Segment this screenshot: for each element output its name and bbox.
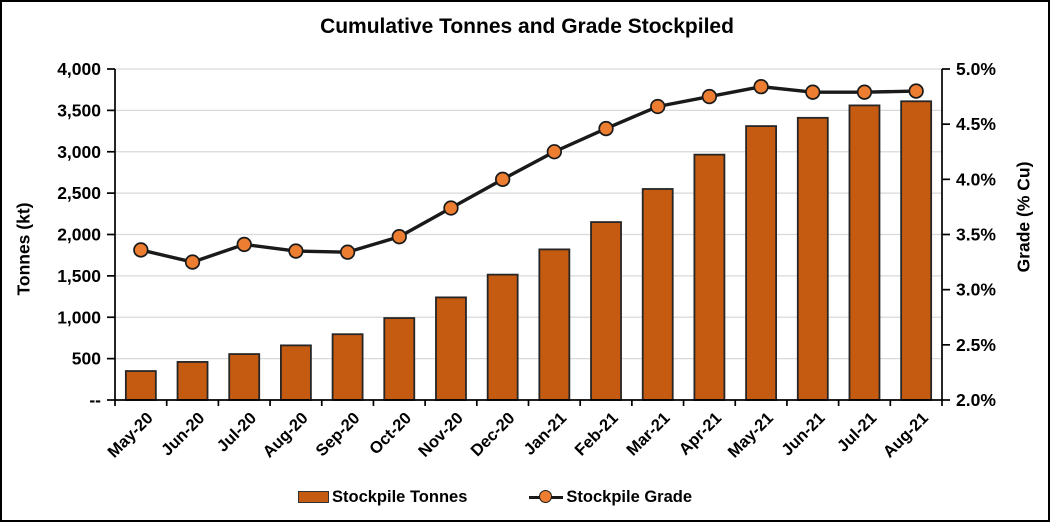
line-marker — [391, 229, 407, 245]
x-axis-category-label: Mar-21 — [623, 409, 673, 459]
x-axis-category-label: Dec-20 — [467, 409, 518, 460]
bar — [331, 333, 364, 401]
left-axis-tick-label: 2,000 — [57, 225, 101, 245]
line-marker — [805, 84, 821, 100]
bar — [900, 100, 933, 401]
left-axis-tick-label: 3,000 — [57, 142, 101, 162]
x-axis-category-label: Jan-21 — [520, 409, 570, 459]
legend: Stockpile Tonnes Stockpile Grade — [298, 485, 692, 509]
x-axis-category-label: Apr-21 — [676, 409, 726, 459]
line-marker — [598, 120, 614, 137]
line-marker — [288, 243, 304, 259]
x-axis-category-label: Jun-21 — [778, 409, 828, 459]
line-marker — [908, 83, 924, 99]
bar — [383, 317, 416, 401]
left-axis-tick-label: 500 — [72, 349, 101, 369]
grade-line — [140, 84, 917, 264]
line-marker — [443, 200, 459, 216]
line-marker — [339, 244, 356, 260]
bar-swatch-icon — [298, 491, 329, 503]
line-marker — [856, 84, 873, 100]
line-marker — [650, 98, 666, 115]
right-axis-tick-label: 2.5% — [956, 335, 996, 355]
x-axis-category-label: Oct-20 — [366, 409, 415, 458]
left-axis-tick-label: 1,000 — [57, 307, 101, 327]
bar — [848, 104, 881, 401]
line-marker — [184, 254, 201, 270]
bar — [486, 273, 519, 401]
right-axis-tick-label: 3.0% — [956, 280, 996, 300]
bar — [641, 188, 674, 401]
bar — [280, 344, 312, 401]
legend-item-stockpile-grade: Stockpile Grade — [529, 488, 692, 507]
right-axis-tick-label: 2.0% — [956, 390, 996, 410]
right-axis-tick-label: 3.5% — [956, 225, 996, 245]
line-marker-swatch-icon — [529, 490, 564, 504]
x-axis-category-label: Jul-21 — [834, 409, 880, 455]
bar — [124, 370, 157, 401]
x-axis-category-label: May-20 — [104, 409, 156, 461]
bar — [228, 353, 261, 401]
right-axis-tick-label: 4.0% — [956, 169, 996, 189]
x-axis-category-label: Feb-21 — [572, 409, 622, 459]
x-axis-category-label: Aug-21 — [880, 409, 932, 461]
line-marker — [133, 242, 149, 258]
x-axis-category-label: Nov-20 — [415, 409, 467, 461]
line-marker — [495, 171, 511, 187]
right-axis-tick-label: 5.0% — [956, 59, 996, 79]
left-axis-tick-label: 1,500 — [57, 266, 101, 286]
legend-label-stockpile-tonnes: Stockpile Tonnes — [332, 487, 468, 506]
x-axis-category-label: May-21 — [725, 409, 777, 461]
bar — [693, 153, 726, 401]
left-axis-tick-label: 4,000 — [57, 59, 101, 79]
left-axis-tick-label: 2,500 — [57, 183, 101, 203]
line-marker — [546, 144, 562, 160]
right-axis-tick-label: 4.5% — [956, 114, 996, 134]
bar — [590, 221, 622, 401]
left-axis-tick-label: -- — [89, 390, 101, 410]
x-axis-category-label: Sep-20 — [312, 409, 363, 460]
x-axis-category-label: Jun-20 — [158, 409, 208, 459]
left-axis-tick-label: 3,500 — [57, 100, 101, 120]
x-axis-category-label: Jul-20 — [214, 409, 260, 455]
bar — [796, 116, 829, 401]
line-marker — [753, 79, 769, 95]
line-marker — [701, 88, 718, 105]
legend-item-stockpile-tonnes: Stockpile Tonnes — [298, 488, 467, 507]
bar — [745, 125, 777, 401]
chart-title: Cumulative Tonnes and Grade Stockpiled — [320, 15, 734, 38]
legend-label-stockpile-grade: Stockpile Grade — [566, 487, 693, 506]
bar — [176, 361, 209, 401]
x-axis-category-label: Aug-20 — [259, 409, 311, 461]
bar — [538, 248, 571, 401]
bar — [435, 296, 467, 401]
line-marker — [236, 236, 252, 253]
